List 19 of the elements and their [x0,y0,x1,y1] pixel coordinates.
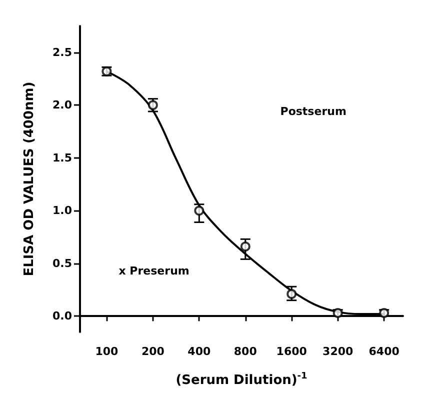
y-axis-title: ELISA OD VALUES (400nm) [22,82,37,276]
annotation: x Preserum [118,264,190,278]
point [194,206,204,216]
x-tick-label: 3200 [322,345,354,358]
x-tick-label: 800 [234,345,258,358]
y-tick-label: 0.5 [52,256,72,270]
y-tick-label: 1.0 [52,204,72,218]
y-tick-label: 2.0 [52,98,72,112]
x-tick-label: 200 [141,345,165,358]
point [286,289,297,300]
y-tick-label: 1.5 [52,151,72,164]
x-tick-label: 1600 [276,345,308,358]
annotation: Postserum [280,105,346,118]
x-tick-label: 100 [95,345,119,358]
x-tick-label: 6400 [368,345,400,358]
y-tick-label: 2.5 [52,46,72,59]
point [240,242,250,252]
x-tick-label: 400 [188,345,211,358]
y-tick-label: 0.0 [52,310,72,323]
